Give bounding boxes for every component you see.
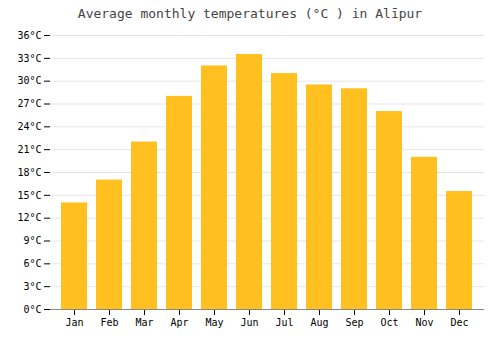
svg-text:Jun: Jun xyxy=(240,317,258,328)
svg-text:15°C: 15°C xyxy=(17,190,41,201)
svg-text:Sep: Sep xyxy=(345,317,363,328)
svg-text:36°C: 36°C xyxy=(17,30,41,41)
svg-text:9°C: 9°C xyxy=(23,235,41,246)
html-text:Average monthly temperatures (: Average monthly temperatures (°C ) in Al… xyxy=(77,6,423,21)
svg-text:18°C: 18°C xyxy=(17,167,41,178)
svg-text:Aug: Aug xyxy=(310,317,328,328)
svg-text:Apr: Apr xyxy=(170,317,188,328)
svg-text:Feb: Feb xyxy=(100,317,118,328)
svg-text:Jul: Jul xyxy=(275,317,293,328)
svg-text:May: May xyxy=(205,317,223,328)
svg-text:Jan: Jan xyxy=(65,317,83,328)
svg-text:12°C: 12°C xyxy=(17,212,41,223)
svg-text:3°C: 3°C xyxy=(23,281,41,292)
svg-text:6°C: 6°C xyxy=(23,258,41,269)
svg-text:Dec: Dec xyxy=(450,317,468,328)
svg-text:0°C: 0°C xyxy=(23,304,41,315)
svg-text:27°C: 27°C xyxy=(17,98,41,109)
svg-text:Mar: Mar xyxy=(135,317,153,328)
svg-text:33°C: 33°C xyxy=(17,53,41,64)
svg-text:Oct: Oct xyxy=(380,317,398,328)
svg-text:24°C: 24°C xyxy=(17,121,41,132)
svg-text:Nov: Nov xyxy=(415,317,433,328)
svg-text:21°C: 21°C xyxy=(17,144,41,155)
svg-text:30°C: 30°C xyxy=(17,75,41,86)
